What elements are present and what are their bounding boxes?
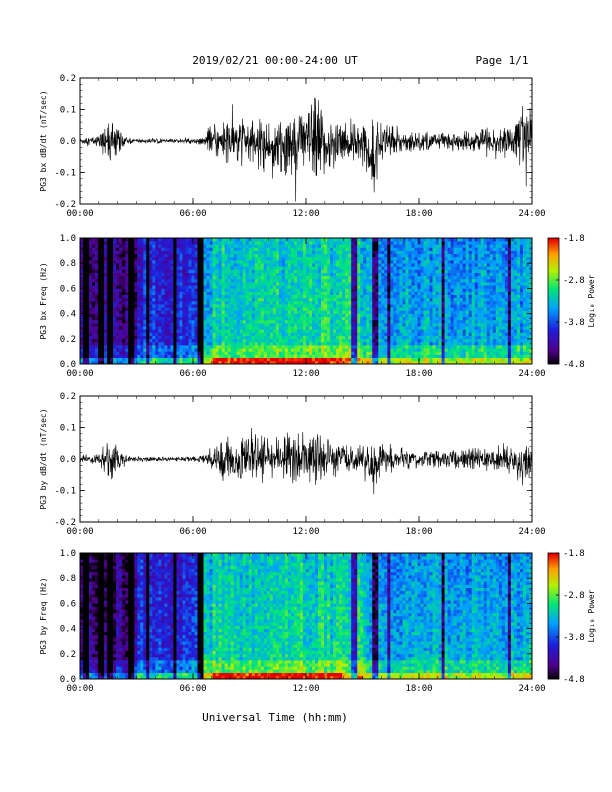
- y-tick-label: 0.0: [60, 675, 76, 685]
- x-tick-label: 06:00: [179, 684, 206, 694]
- signal-trace: [79, 97, 533, 202]
- y-tick-label: 0.4: [60, 310, 76, 320]
- y-tick-label: 0.8: [60, 574, 76, 584]
- colorbar: -1.8 -2.8 -3.8 -4.8 Log₁₀ Power: [547, 234, 596, 370]
- y-tick-label: 0.0: [60, 455, 76, 465]
- y-tick-label: 1.0: [60, 549, 76, 559]
- x-tick-label: 06:00: [179, 209, 206, 219]
- y-tick-label: -0.1: [54, 169, 76, 179]
- colorbar-label: Log₁₀ Power: [587, 274, 596, 327]
- y-tick-label: 0.4: [60, 625, 76, 635]
- y-axis-label: PG3 by dB/dt (nT/sec): [39, 408, 48, 509]
- bx-spectrogram-panel: -1.8 -2.8 -3.8 -4.8 Log₁₀ Power 0.0 0.2 0.4 0.6 0…: [39, 234, 596, 379]
- y-tick-label: 1.0: [60, 234, 76, 244]
- y-tick-label: 0.1: [60, 424, 76, 434]
- colorbar-tick-label: -4.8: [563, 675, 585, 685]
- y-axis-label: PG3 bx dB/dt (nT/sec): [39, 90, 48, 191]
- colorbar-label: Log₁₀ Power: [587, 589, 596, 642]
- x-tick-label: 18:00: [405, 527, 432, 537]
- x-tick-label: 00:00: [66, 369, 93, 379]
- y-tick-label: -0.2: [54, 200, 76, 210]
- by-spectrogram-panel: -1.8 -2.8 -3.8 -4.8 Log₁₀ Power 0.0 0.2 0.4 0.6 0…: [39, 549, 596, 694]
- colorbar: -1.8 -2.8 -3.8 -4.8 Log₁₀ Power: [547, 549, 596, 685]
- y-tick-label: 0.2: [60, 335, 76, 345]
- y-axis-label: PG3 by Freq (Hz): [39, 577, 48, 654]
- x-tick-label: 06:00: [179, 527, 206, 537]
- y-tick-label: 0.2: [60, 650, 76, 660]
- x-tick-label: 18:00: [405, 209, 432, 219]
- x-tick-label: 24:00: [518, 684, 545, 694]
- spectrogram-cells: [80, 238, 533, 365]
- x-tick-label: 18:00: [405, 369, 432, 379]
- x-tick-label: 24:00: [518, 527, 545, 537]
- y-tick-label: 0.2: [60, 392, 76, 402]
- x-tick-label: 00:00: [66, 527, 93, 537]
- signal-trace: [79, 428, 533, 495]
- bx-dbdt-panel: -0.2 -0.1 0.0 0.1 0.2 00:00 06:00 12:00 18:00 24:…: [39, 74, 546, 219]
- page-number: Page 1/1: [476, 54, 529, 67]
- y-tick-label: 0.2: [60, 74, 76, 84]
- colorbar-tick-label: -1.8: [563, 549, 585, 559]
- x-tick-label: 12:00: [292, 209, 319, 219]
- y-tick-label: -0.1: [54, 487, 76, 497]
- y-tick-label: 0.0: [60, 137, 76, 147]
- x-tick-label: 12:00: [292, 684, 319, 694]
- y-tick-label: 0.1: [60, 106, 76, 116]
- x-tick-label: 00:00: [66, 209, 93, 219]
- colorbar-tick-label: -3.8: [563, 318, 585, 328]
- x-tick-label: 00:00: [66, 684, 93, 694]
- y-axis-label: PG3 bx Freq (Hz): [39, 262, 48, 339]
- colorbar-tick-label: -2.8: [563, 276, 585, 286]
- y-tick-label: 0.6: [60, 284, 76, 294]
- x-tick-label: 06:00: [179, 369, 206, 379]
- x-tick-label: 24:00: [518, 209, 545, 219]
- colorbar-tick-label: -1.8: [563, 234, 585, 244]
- x-tick-label: 12:00: [292, 527, 319, 537]
- y-tick-label: 0.8: [60, 259, 76, 269]
- colorbar-tick-label: -3.8: [563, 633, 585, 643]
- page-title: 2019/02/21 00:00-24:00 UT: [192, 54, 358, 67]
- colorbar-tick-label: -4.8: [563, 360, 585, 370]
- y-tick-label: -0.2: [54, 518, 76, 528]
- x-axis-label: Universal Time (hh:mm): [202, 711, 348, 724]
- by-dbdt-panel: -0.2 -0.1 0.0 0.1 0.2 00:00 06:00 12:00 18:00 24:…: [39, 392, 546, 537]
- x-tick-label: 12:00: [292, 369, 319, 379]
- y-tick-label: 0.6: [60, 599, 76, 609]
- spectrogram-cells: [80, 553, 533, 680]
- x-tick-label: 24:00: [518, 369, 545, 379]
- y-tick-label: 0.0: [60, 360, 76, 370]
- colorbar-tick-label: -2.8: [563, 591, 585, 601]
- x-tick-label: 18:00: [405, 684, 432, 694]
